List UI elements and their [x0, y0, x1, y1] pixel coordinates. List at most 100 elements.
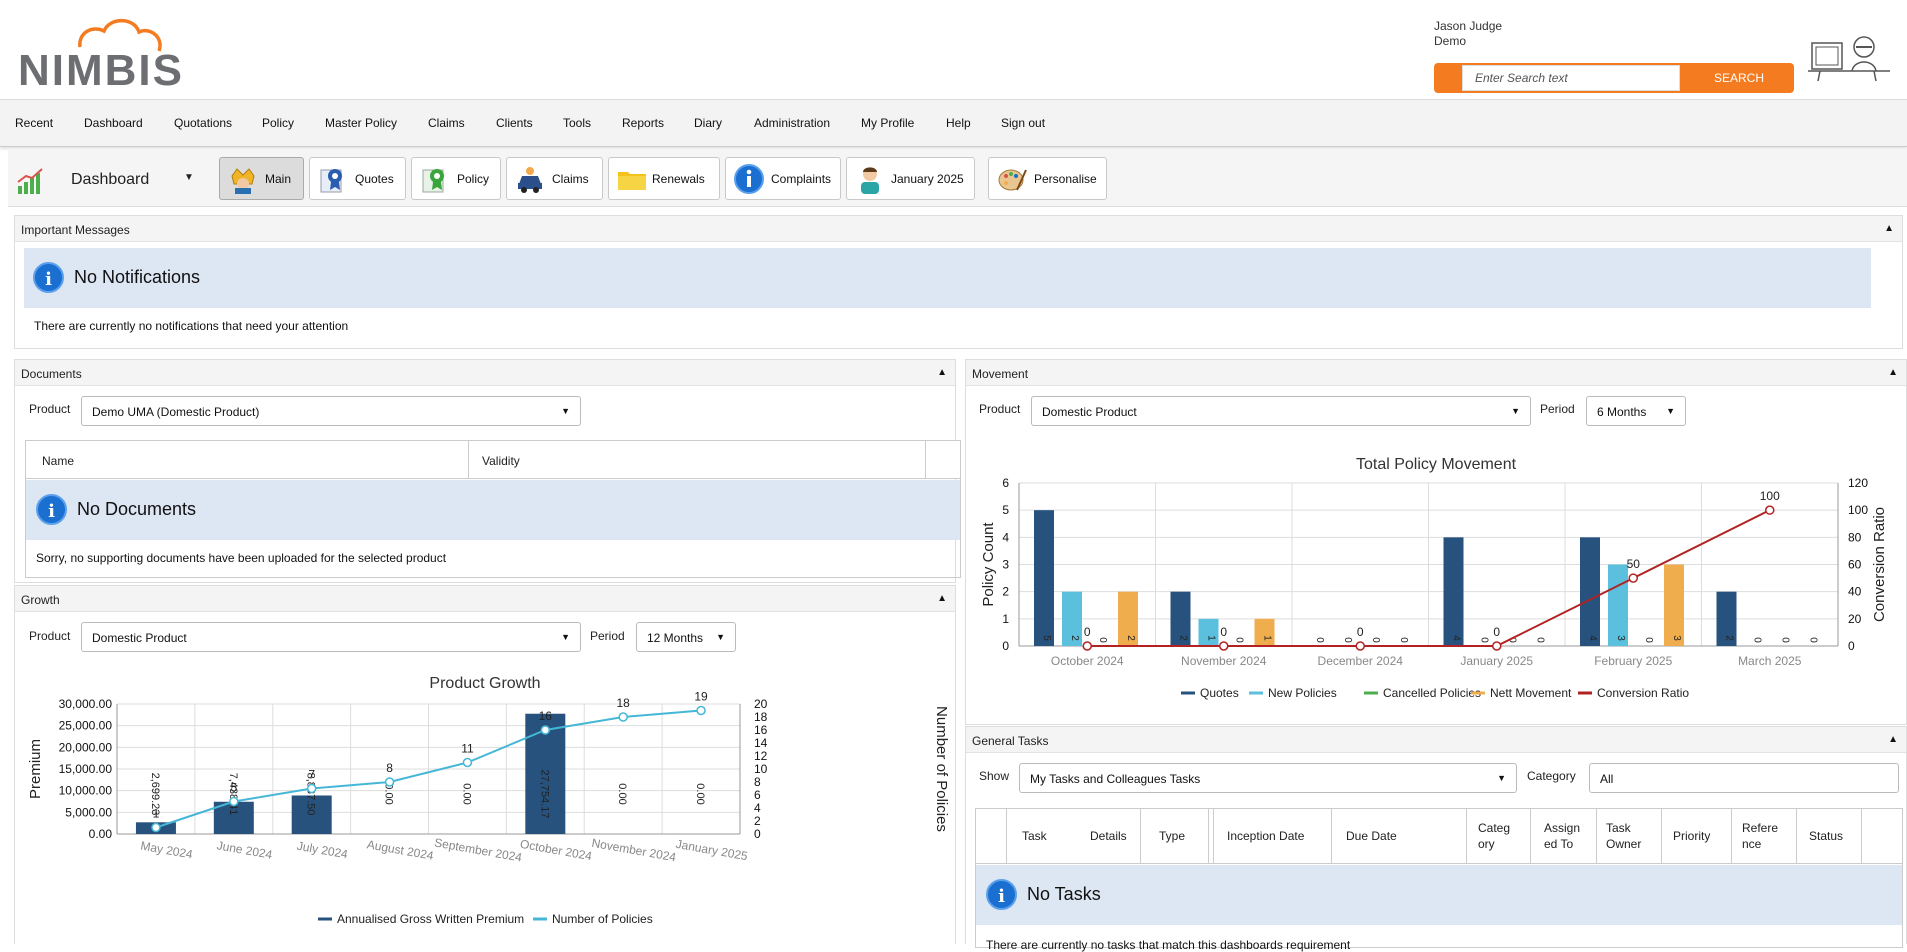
- panel-header[interactable]: Documents ▲: [15, 360, 955, 386]
- panel-header[interactable]: Growth ▲: [15, 586, 955, 612]
- dash-button-personalise[interactable]: Personalise: [988, 157, 1107, 200]
- menu-dashboard[interactable]: Dashboard: [84, 116, 143, 130]
- column-task[interactable]: Task: [1022, 829, 1047, 843]
- legend-label: Cancelled Policies: [1383, 686, 1481, 700]
- panel-header[interactable]: Movement ▲: [966, 360, 1906, 386]
- chevron-down-icon: ▼: [561, 406, 570, 416]
- line-data-label: 5: [230, 781, 237, 795]
- column-category[interactable]: Categ ory: [1478, 821, 1511, 851]
- dash-button-quotes[interactable]: Quotes: [309, 157, 406, 200]
- folder-icon: [618, 172, 646, 190]
- menu-help[interactable]: Help: [946, 116, 971, 130]
- product-label: Product: [29, 402, 71, 416]
- menu-my-profile[interactable]: My Profile: [861, 116, 915, 130]
- menu-administration[interactable]: Administration: [754, 116, 831, 130]
- collapse-icon[interactable]: ▲: [937, 593, 947, 604]
- menu-tools[interactable]: Tools: [563, 116, 592, 130]
- info-icon: i: [33, 262, 64, 293]
- column-name[interactable]: Name: [42, 454, 75, 468]
- search-button[interactable]: SEARCH: [1713, 71, 1764, 85]
- bar-data-label: 0.00: [383, 783, 395, 804]
- bar-data-label: 2,699.23: [149, 773, 161, 816]
- panel-header[interactable]: Important Messages ▲: [15, 216, 1902, 242]
- column-task-owner[interactable]: Task Owner: [1606, 821, 1642, 851]
- dash-button-claims[interactable]: Claims: [506, 157, 603, 200]
- line-point: [306, 783, 317, 794]
- dash-button-renewals[interactable]: Renewals: [608, 157, 720, 200]
- column-reference[interactable]: Refere nce: [1742, 821, 1779, 851]
- bar-data-label: 0.00: [616, 783, 628, 804]
- collapse-icon[interactable]: ▲: [1888, 734, 1898, 745]
- menu-sign-out[interactable]: Sign out: [1001, 116, 1046, 130]
- menu-quotations[interactable]: Quotations: [174, 116, 233, 130]
- product-label: Product: [979, 402, 1021, 416]
- nimbis-logo[interactable]: NIMBIS: [18, 15, 203, 90]
- logo-text: NIMBIS: [18, 46, 184, 90]
- table-header: Name Validity: [26, 441, 960, 479]
- line-data-label: 7: [308, 768, 315, 782]
- x-tick-label: December 2024: [1318, 654, 1404, 668]
- bar-0: [1170, 591, 1191, 646]
- user-at-desk-icon[interactable]: [1808, 33, 1890, 83]
- tasks-show-select[interactable]: My Tasks and Colleagues Tasks ▼: [1019, 763, 1517, 793]
- bar-3: [1254, 618, 1275, 646]
- line-data-label: 50: [1627, 557, 1641, 571]
- movement-product-select[interactable]: Domestic Product ▼: [1031, 396, 1531, 426]
- y-tick-label: 25,000.00: [59, 719, 113, 733]
- menu-recent[interactable]: Recent: [15, 116, 54, 130]
- x-tick-label: January 2025: [675, 837, 749, 863]
- dash-button-complaints[interactable]: Complaints: [725, 157, 841, 200]
- dashboard-title: Dashboard: [71, 171, 150, 188]
- line-point: [1082, 641, 1092, 651]
- x-tick-label: November 2024: [591, 836, 678, 865]
- menu-policy[interactable]: Policy: [262, 116, 295, 130]
- column-details[interactable]: Details: [1090, 829, 1127, 843]
- dash-button-january-2025[interactable]: January 2025: [846, 157, 975, 200]
- growth-product-select[interactable]: Domestic Product ▼: [81, 622, 581, 652]
- bar-3: [1664, 564, 1684, 646]
- bar-data-label: 1: [1262, 635, 1273, 641]
- y2-tick-label: 0: [754, 827, 761, 841]
- dash-button-main[interactable]: Main: [219, 157, 304, 200]
- chart-title: Total Policy Movement: [1356, 456, 1517, 473]
- y2-tick-label: 20: [1848, 612, 1862, 626]
- bar-data-label: 27,754.17: [538, 770, 550, 819]
- y2-tick-label: 16: [754, 723, 768, 737]
- menu-diary[interactable]: Diary: [694, 116, 723, 130]
- line-data-label: 1: [153, 807, 160, 821]
- movement-period-select[interactable]: 6 Months ▼: [1586, 396, 1686, 426]
- column-assigned-to[interactable]: Assign ed To: [1544, 821, 1581, 851]
- chevron-down-icon: ▼: [1497, 773, 1506, 783]
- panel-header[interactable]: General Tasks ▲: [966, 727, 1906, 753]
- menu-reports[interactable]: Reports: [622, 116, 665, 130]
- dash-button-policy[interactable]: Policy: [411, 157, 501, 200]
- bar-data-label: 0.00: [694, 783, 706, 804]
- chevron-down-icon: ▼: [1666, 406, 1675, 416]
- product-select[interactable]: Demo UMA (Domestic Product) ▼: [81, 396, 581, 426]
- column-type[interactable]: Type: [1159, 829, 1186, 843]
- column-priority[interactable]: Priority: [1673, 829, 1711, 843]
- menu-claims[interactable]: Claims: [428, 116, 465, 130]
- tasks-category-select[interactable]: All: [1589, 763, 1899, 793]
- bar-data-label: 0: [1780, 637, 1791, 643]
- menu-master-policy[interactable]: Master Policy: [325, 116, 398, 130]
- collapse-icon[interactable]: ▲: [1888, 367, 1898, 378]
- column-due-date[interactable]: Due Date: [1346, 829, 1397, 843]
- bar-data-label: 0: [1535, 637, 1546, 643]
- column-validity[interactable]: Validity: [482, 454, 520, 468]
- search-input[interactable]: [1462, 65, 1680, 91]
- menu-clients[interactable]: Clients: [496, 116, 533, 130]
- bar-data-label: 4: [1451, 635, 1462, 641]
- collapse-icon[interactable]: ▲: [937, 367, 947, 378]
- dashboard-dropdown-caret[interactable]: ▼: [184, 172, 194, 183]
- bar-0: [1034, 510, 1054, 646]
- column-status[interactable]: Status: [1809, 829, 1844, 843]
- growth-period-select[interactable]: 12 Months ▼: [636, 622, 736, 652]
- line-data-label: 0: [1084, 625, 1091, 639]
- bar-data-label: 2: [1178, 635, 1189, 641]
- collapse-icon[interactable]: ▲: [1884, 223, 1894, 234]
- king-icon: [231, 168, 255, 194]
- column-inception-date[interactable]: Inception Date: [1227, 829, 1305, 843]
- main-menu: Recent Dashboard Quotations Policy Maste…: [0, 100, 1907, 147]
- bar-data-label: 2: [1069, 635, 1080, 641]
